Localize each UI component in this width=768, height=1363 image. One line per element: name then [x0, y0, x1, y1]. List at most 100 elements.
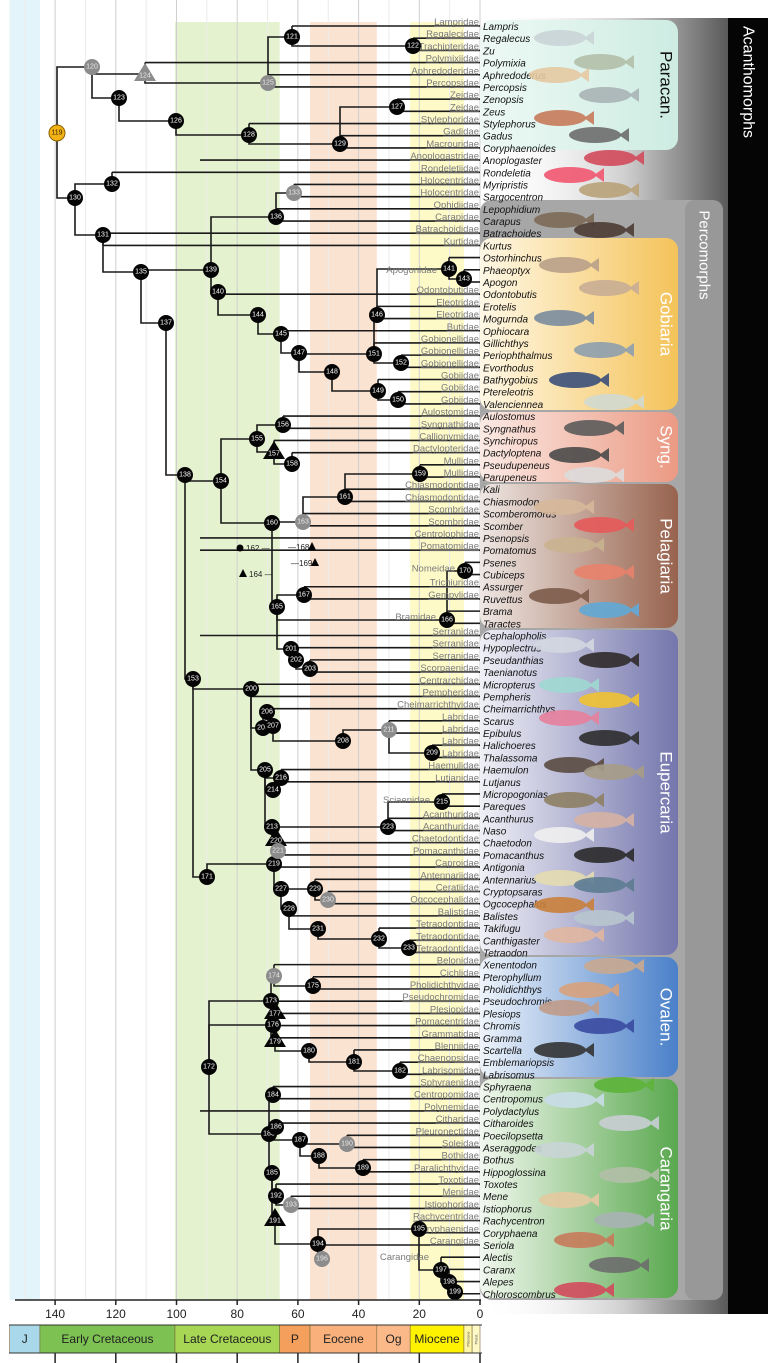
node-circle-icon [288, 652, 304, 668]
svg-text:209: 209 [426, 750, 438, 757]
node-circle-icon [158, 315, 174, 331]
svg-text:213: 213 [266, 824, 278, 831]
tip-genus-label: Antigonia [482, 863, 525, 874]
svg-text:188: 188 [313, 1153, 325, 1160]
small-triangle-icon [311, 558, 319, 566]
axis-tick-label: 140 [45, 1307, 65, 1321]
fish-illustration-icon [574, 812, 626, 828]
tip-genus-label: Coryphaenoides [483, 144, 556, 155]
tip-genus-label: Chiasmodon [483, 497, 540, 508]
svg-text:200: 200 [245, 686, 257, 693]
tip-family-label: Percopsidae [426, 78, 479, 89]
fish-illustration-icon [544, 927, 596, 943]
small-node-icon [236, 544, 244, 552]
node-circle-icon [301, 1043, 317, 1059]
svg-text:130: 130 [69, 195, 81, 202]
svg-text:131: 131 [97, 232, 109, 239]
node-circle-icon [259, 704, 275, 720]
group-family-label: Nomeidae [412, 563, 455, 574]
tip-genus-label: Pterophyllum [483, 973, 541, 984]
node-circle-icon [335, 733, 351, 749]
fish-illustration-icon [539, 710, 591, 726]
tip-genus-label: Aulostomus [482, 412, 535, 423]
tip-family-label: Lutjanidae [435, 773, 479, 784]
node-circle-icon [265, 782, 281, 798]
tip-family-label: Labridae [442, 748, 479, 759]
tip-family-label: Mullidae [444, 456, 479, 467]
node-circle-icon [111, 90, 127, 106]
tip-family-label: Caproidae [435, 858, 479, 869]
tip-genus-label: Bothus [483, 1156, 514, 1167]
node-circle-icon [48, 124, 66, 142]
tip-genus-label: Gramma [483, 1034, 522, 1045]
node-circle-icon [133, 264, 149, 280]
svg-text:127: 127 [391, 104, 403, 111]
node-circle-icon [84, 59, 100, 75]
tip-labels: Lampridae Lampris Regalecidae Regalecus Trac… [380, 17, 556, 1301]
svg-text:173: 173 [265, 998, 277, 1005]
svg-text:183: 183 [263, 1131, 275, 1138]
svg-text:125: 125 [262, 80, 274, 87]
tip-genus-label: Plesiops [483, 1009, 521, 1020]
tip-family-label: Zeidae [450, 90, 479, 101]
svg-text:170: 170 [459, 568, 471, 575]
svg-text:233: 233 [403, 945, 415, 952]
node-circle-icon [249, 431, 265, 447]
tip-family-label: Serranidae [433, 651, 479, 662]
tip-family-label: Istiophoridae [425, 1199, 479, 1210]
clade-label: Paracan. [657, 51, 676, 119]
tip-genus-label: Citharoides [483, 1119, 534, 1130]
node-circle-icon [307, 881, 323, 897]
tip-family-label: Soleidae [442, 1138, 479, 1149]
tip-family-label: Scorpaenidae [420, 663, 479, 674]
clade-label: Ovalen. [657, 988, 676, 1047]
svg-text:166: 166 [441, 617, 453, 624]
tip-family-label: Aulostomidae [421, 407, 479, 418]
period-earlycretaceous [39, 1324, 176, 1354]
tip-genus-label: Halichoeres [483, 741, 536, 752]
tip-genus-label: Erotelis [483, 302, 516, 313]
fish-illustration-icon [564, 467, 616, 483]
fish-illustration-icon [534, 499, 586, 515]
svg-text:140: 140 [212, 289, 224, 296]
tip-family-label: Tetraodontidae [416, 931, 479, 942]
node-circle-icon [337, 489, 353, 505]
tip-genus-label: Anoplogaster [482, 156, 543, 167]
period-miocene [409, 1324, 465, 1354]
axis-tick-label: 60 [291, 1307, 305, 1321]
clade-panel-gobiaria [480, 238, 678, 410]
period-label: Early Cretaceous [61, 1332, 153, 1346]
tip-family-label: Sphyraenidae [420, 1078, 479, 1089]
fish-illustration-icon [594, 1077, 646, 1093]
tip-genus-label: Polydactylus [483, 1107, 539, 1118]
svg-text:153: 153 [187, 676, 199, 683]
tip-family-label: Centrolophidae [415, 529, 479, 540]
svg-text:171: 171 [201, 874, 213, 881]
fish-illustration-icon [549, 447, 601, 463]
svg-text:139: 139 [205, 267, 217, 274]
tip-family-label: Labrisomidae [422, 1065, 479, 1076]
svg-text:199: 199 [449, 1289, 461, 1296]
tip-family-label: Gempylidae [428, 590, 479, 601]
fish-illustration-icon [544, 1092, 596, 1108]
tip-genus-label: Mogurnda [483, 315, 528, 326]
node-circle-icon [241, 127, 257, 143]
tip-family-label: Regalecidae [426, 29, 479, 40]
tip-genus-label: Seriola [483, 1241, 515, 1252]
tip-genus-label: Pomacanthus [483, 851, 544, 862]
fish-illustration-icon [534, 897, 586, 913]
fish-illustration-icon [584, 958, 636, 974]
svg-text:230: 230 [322, 897, 334, 904]
svg-text:163: 163 [297, 519, 309, 526]
node-circle-icon [213, 473, 229, 489]
node-circle-icon [366, 346, 382, 362]
svg-text:119: 119 [51, 130, 62, 137]
fish-illustration-icon [574, 564, 626, 580]
tip-genus-label: Balistes [483, 912, 518, 923]
fish-illustration-icon [579, 87, 631, 103]
tip-family-label: Holocentridae [420, 175, 479, 186]
fish-illustration-icon [579, 692, 631, 708]
fish-illustration-icon [534, 30, 586, 46]
axis-tick-label: 40 [352, 1307, 366, 1321]
tip-family-label: Bothidae [441, 1151, 479, 1162]
